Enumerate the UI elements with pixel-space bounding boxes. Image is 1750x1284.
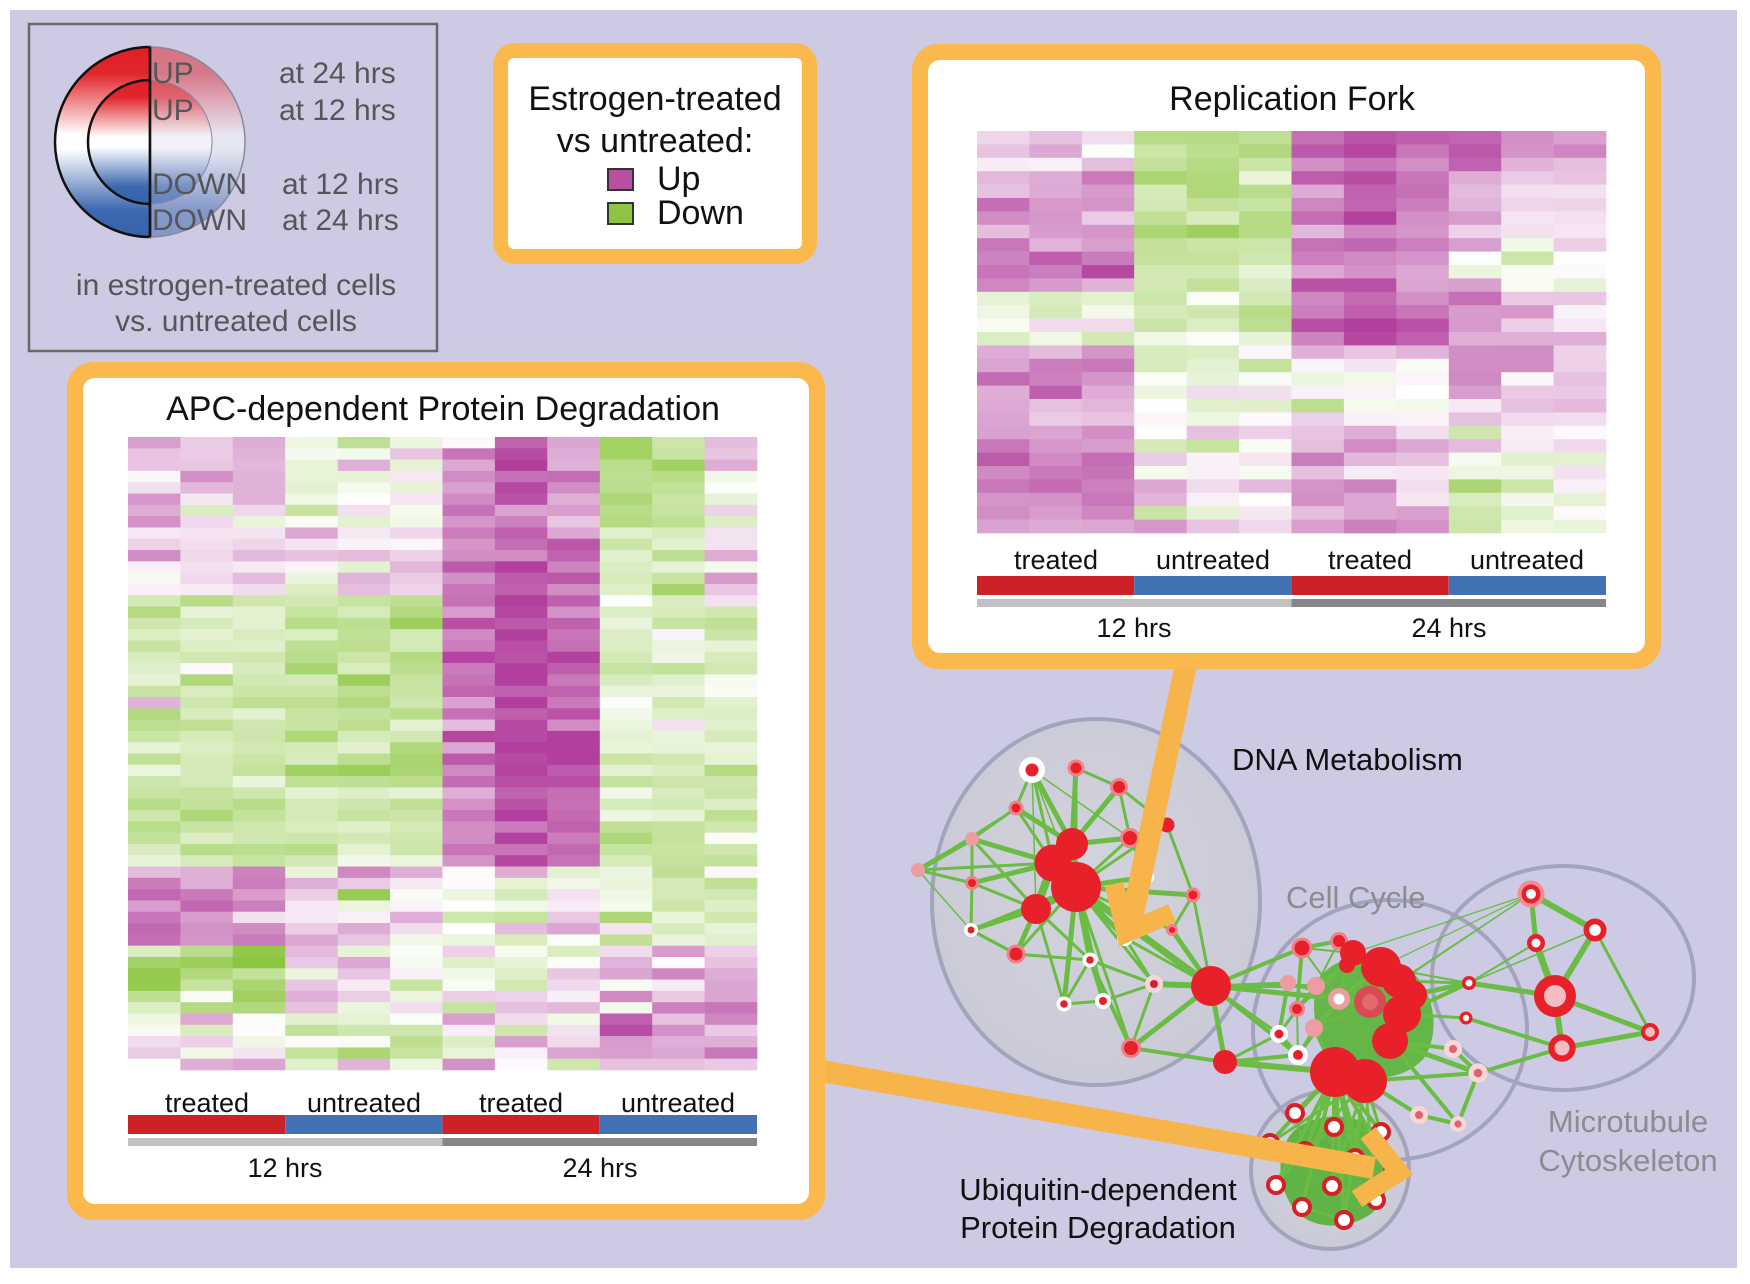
svg-text:Estrogen-treated: Estrogen-treated (528, 80, 781, 118)
svg-text:untreated: untreated (307, 1088, 421, 1118)
svg-text:vs. untreated cells: vs. untreated cells (115, 305, 357, 338)
svg-text:treated: treated (1014, 545, 1098, 575)
svg-text:untreated: untreated (1470, 545, 1584, 575)
svg-text:at 24 hrs: at 24 hrs (279, 57, 396, 90)
svg-text:UP: UP (152, 57, 194, 90)
svg-text:DOWN: DOWN (152, 168, 247, 201)
svg-text:Microtubule: Microtubule (1548, 1104, 1708, 1139)
svg-text:DNA Metabolism: DNA Metabolism (1232, 742, 1463, 777)
svg-text:treated: treated (1328, 545, 1412, 575)
svg-text:vs untreated:: vs untreated: (557, 122, 754, 160)
svg-text:treated: treated (165, 1088, 249, 1118)
svg-text:12 hrs: 12 hrs (1096, 613, 1171, 643)
svg-text:treated: treated (479, 1088, 563, 1118)
svg-text:untreated: untreated (621, 1088, 735, 1118)
svg-text:at 24 hrs: at 24 hrs (282, 204, 399, 237)
svg-text:Cell Cycle: Cell Cycle (1286, 880, 1426, 915)
svg-text:24 hrs: 24 hrs (1411, 613, 1486, 643)
svg-text:untreated: untreated (1156, 545, 1270, 575)
svg-text:24 hrs: 24 hrs (562, 1153, 637, 1183)
svg-text:UP: UP (152, 94, 194, 127)
svg-text:at 12 hrs: at 12 hrs (279, 94, 396, 127)
svg-text:Ubiquitin-dependent: Ubiquitin-dependent (959, 1172, 1237, 1207)
svg-text:Replication Fork: Replication Fork (1169, 80, 1416, 118)
svg-text:Up: Up (657, 160, 700, 198)
svg-text:Down: Down (657, 194, 744, 232)
svg-text:12 hrs: 12 hrs (247, 1153, 322, 1183)
svg-text:at 12 hrs: at 12 hrs (282, 168, 399, 201)
svg-text:Cytoskeleton: Cytoskeleton (1538, 1143, 1717, 1178)
svg-text:Protein Degradation: Protein Degradation (960, 1210, 1236, 1245)
svg-text:APC-dependent Protein Degradat: APC-dependent Protein Degradation (166, 390, 720, 428)
svg-text:in estrogen-treated cells: in estrogen-treated cells (76, 269, 396, 302)
svg-text:DOWN: DOWN (152, 204, 247, 237)
